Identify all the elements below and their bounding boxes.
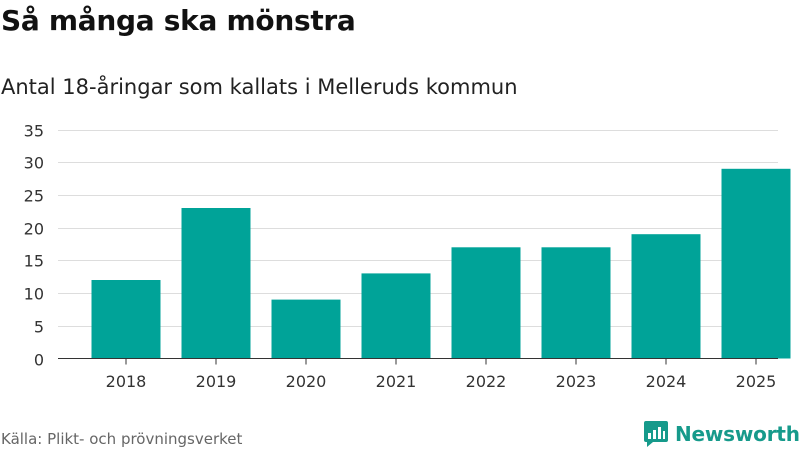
y-tick-label: 0: [34, 351, 44, 370]
bar-2021: [361, 273, 431, 359]
source-note: Källa: Plikt- och prövningsverket: [1, 430, 243, 448]
bar-2024: [631, 234, 701, 359]
y-tick-label: 20: [24, 220, 44, 239]
bar-2018: [91, 280, 161, 359]
bars: [91, 168, 791, 359]
x-axis-tick-labels: 2018 2019 2020 2021 2022 2023 2024 2025: [106, 358, 777, 391]
x-tick-label: 2020: [286, 372, 327, 391]
bar-2022: [451, 247, 521, 359]
x-tick-label: 2019: [196, 372, 237, 391]
y-axis-tick-labels: 0 5 10 15 20 25 30 35: [24, 122, 44, 370]
brand-logo: Newsworthy: [644, 420, 800, 448]
x-tick-label: 2022: [466, 372, 507, 391]
x-tick-label: 2024: [646, 372, 687, 391]
bar-2020: [271, 299, 341, 359]
x-tick-label: 2025: [736, 372, 777, 391]
bar-2019: [181, 208, 251, 359]
newsworthy-logo-icon: [644, 421, 668, 447]
x-tick-label: 2023: [556, 372, 597, 391]
brand-name: Newsworthy: [675, 422, 800, 446]
chart-subtitle: Antal 18-åringar som kallats i Melleruds…: [1, 75, 518, 99]
chart-title: Så många ska mönstra: [1, 4, 356, 37]
y-tick-label: 30: [24, 154, 44, 173]
bar-2023: [541, 247, 611, 359]
x-tick-label: 2021: [376, 372, 417, 391]
y-tick-label: 10: [24, 285, 44, 304]
y-tick-label: 35: [24, 122, 44, 141]
bar-2025: [721, 168, 791, 359]
x-tick-label: 2018: [106, 372, 147, 391]
y-tick-label: 5: [34, 318, 44, 337]
y-tick-label: 15: [24, 252, 44, 271]
y-tick-label: 25: [24, 187, 44, 206]
